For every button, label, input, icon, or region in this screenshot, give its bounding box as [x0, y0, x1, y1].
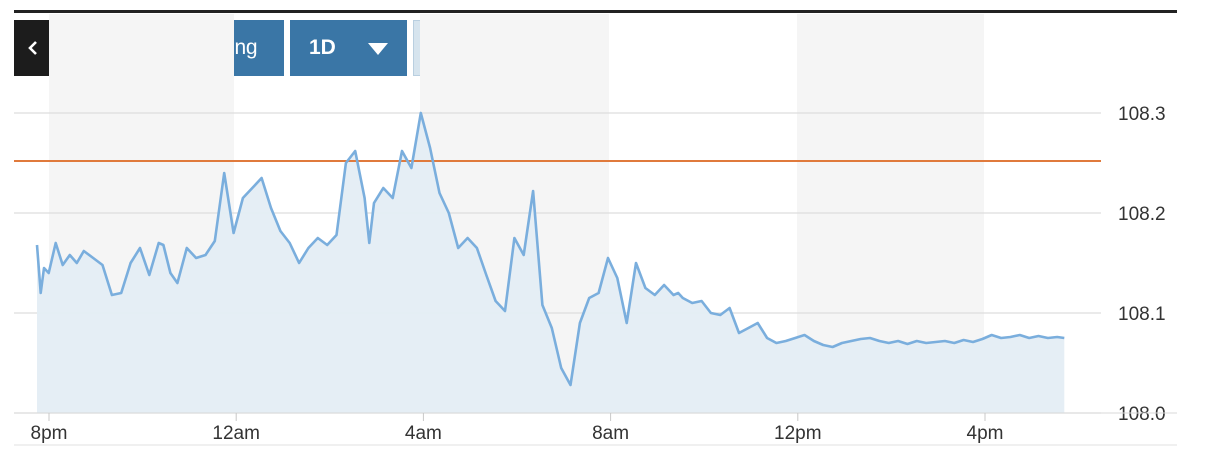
caret-down-icon	[368, 43, 388, 55]
x-axis: 8pm 12am 4am 8am 12pm 4pm	[14, 412, 1177, 446]
y-tick-label: 108.3	[1118, 104, 1166, 125]
range-dropdown[interactable]: 1D	[290, 20, 407, 76]
x-tick-label: 8am	[592, 423, 629, 444]
x-tick-label: 12pm	[774, 423, 822, 444]
x-tick-label: 12am	[212, 423, 260, 444]
back-button[interactable]	[14, 20, 51, 76]
x-tick-label: 4am	[405, 423, 442, 444]
y-axis: 108.0 108.1 108.2 108.3	[1118, 104, 1166, 425]
top-border	[14, 10, 1177, 13]
price-line	[35, 111, 1065, 387]
chevron-left-icon	[27, 41, 37, 55]
x-tick-label: 4pm	[967, 423, 1004, 444]
y-tick-label: 108.1	[1118, 304, 1166, 325]
x-tick-label: 8pm	[31, 423, 68, 444]
y-tick-label: 108.2	[1118, 204, 1166, 225]
range-label: 1D	[309, 36, 336, 59]
y-tick-label: 108.0	[1118, 404, 1166, 425]
